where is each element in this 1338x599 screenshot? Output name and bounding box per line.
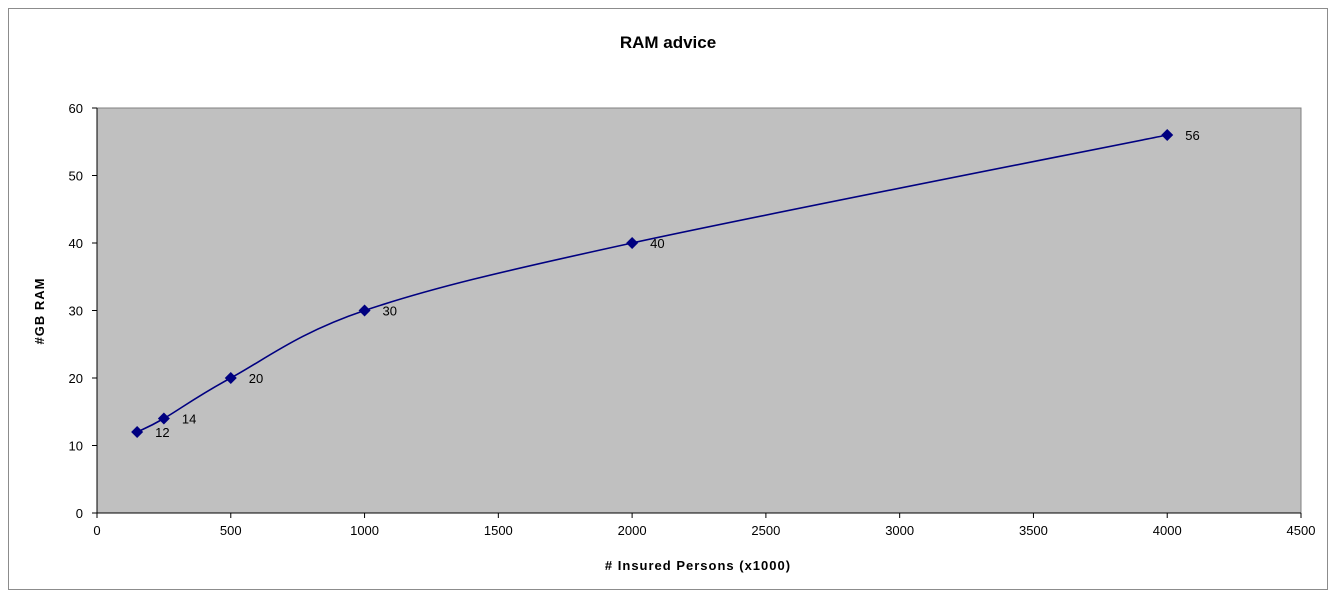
- data-point-marker: [131, 426, 144, 438]
- y-tick-label: 50: [69, 169, 83, 184]
- data-label: 14: [182, 412, 196, 427]
- axes: 0 10 20 30 40 50 60 0 500 1000 1500 2000 2500 3000 350…: [69, 101, 1316, 538]
- y-tick-label: 60: [69, 101, 83, 116]
- x-tick-label: 0: [93, 523, 100, 538]
- data-point-marker: [358, 304, 371, 317]
- data-point-marker: [157, 412, 170, 425]
- data-label: 12: [155, 425, 169, 440]
- x-axis-title: # Insured Persons (x1000): [605, 558, 791, 573]
- data-label: 30: [383, 304, 397, 319]
- x-tick-label: 4500: [1287, 523, 1316, 538]
- x-tick-label: 3500: [1019, 523, 1048, 538]
- y-tick-label: 40: [69, 236, 83, 251]
- x-tick-label: 2500: [751, 523, 780, 538]
- y-tick-label: 10: [69, 439, 83, 454]
- y-tick-label: 20: [69, 371, 83, 386]
- chart-title: RAM advice: [620, 33, 716, 52]
- data-labels: 12 14 20 30 40 56: [155, 128, 1200, 440]
- x-tick-label: 3000: [885, 523, 914, 538]
- data-point-marker: [1161, 129, 1174, 141]
- data-point-marker: [626, 237, 639, 249]
- data-label: 56: [1185, 128, 1199, 143]
- series-line: [136, 134, 1168, 433]
- y-axis-title: #GB RAM: [32, 278, 47, 345]
- x-tick-label: 4000: [1153, 523, 1182, 538]
- x-tick-label: 500: [220, 523, 242, 538]
- x-tick-label: 1000: [350, 523, 379, 538]
- x-tick-label: 1500: [484, 523, 513, 538]
- data-label: 40: [650, 236, 664, 251]
- series-layer: [131, 129, 1174, 438]
- y-tick-label: 0: [76, 506, 83, 521]
- y-tick-label: 30: [69, 304, 83, 319]
- data-label: 20: [249, 371, 263, 386]
- x-tick-label: 2000: [618, 523, 647, 538]
- plot-area: [96, 107, 1302, 514]
- data-point-marker: [224, 372, 237, 384]
